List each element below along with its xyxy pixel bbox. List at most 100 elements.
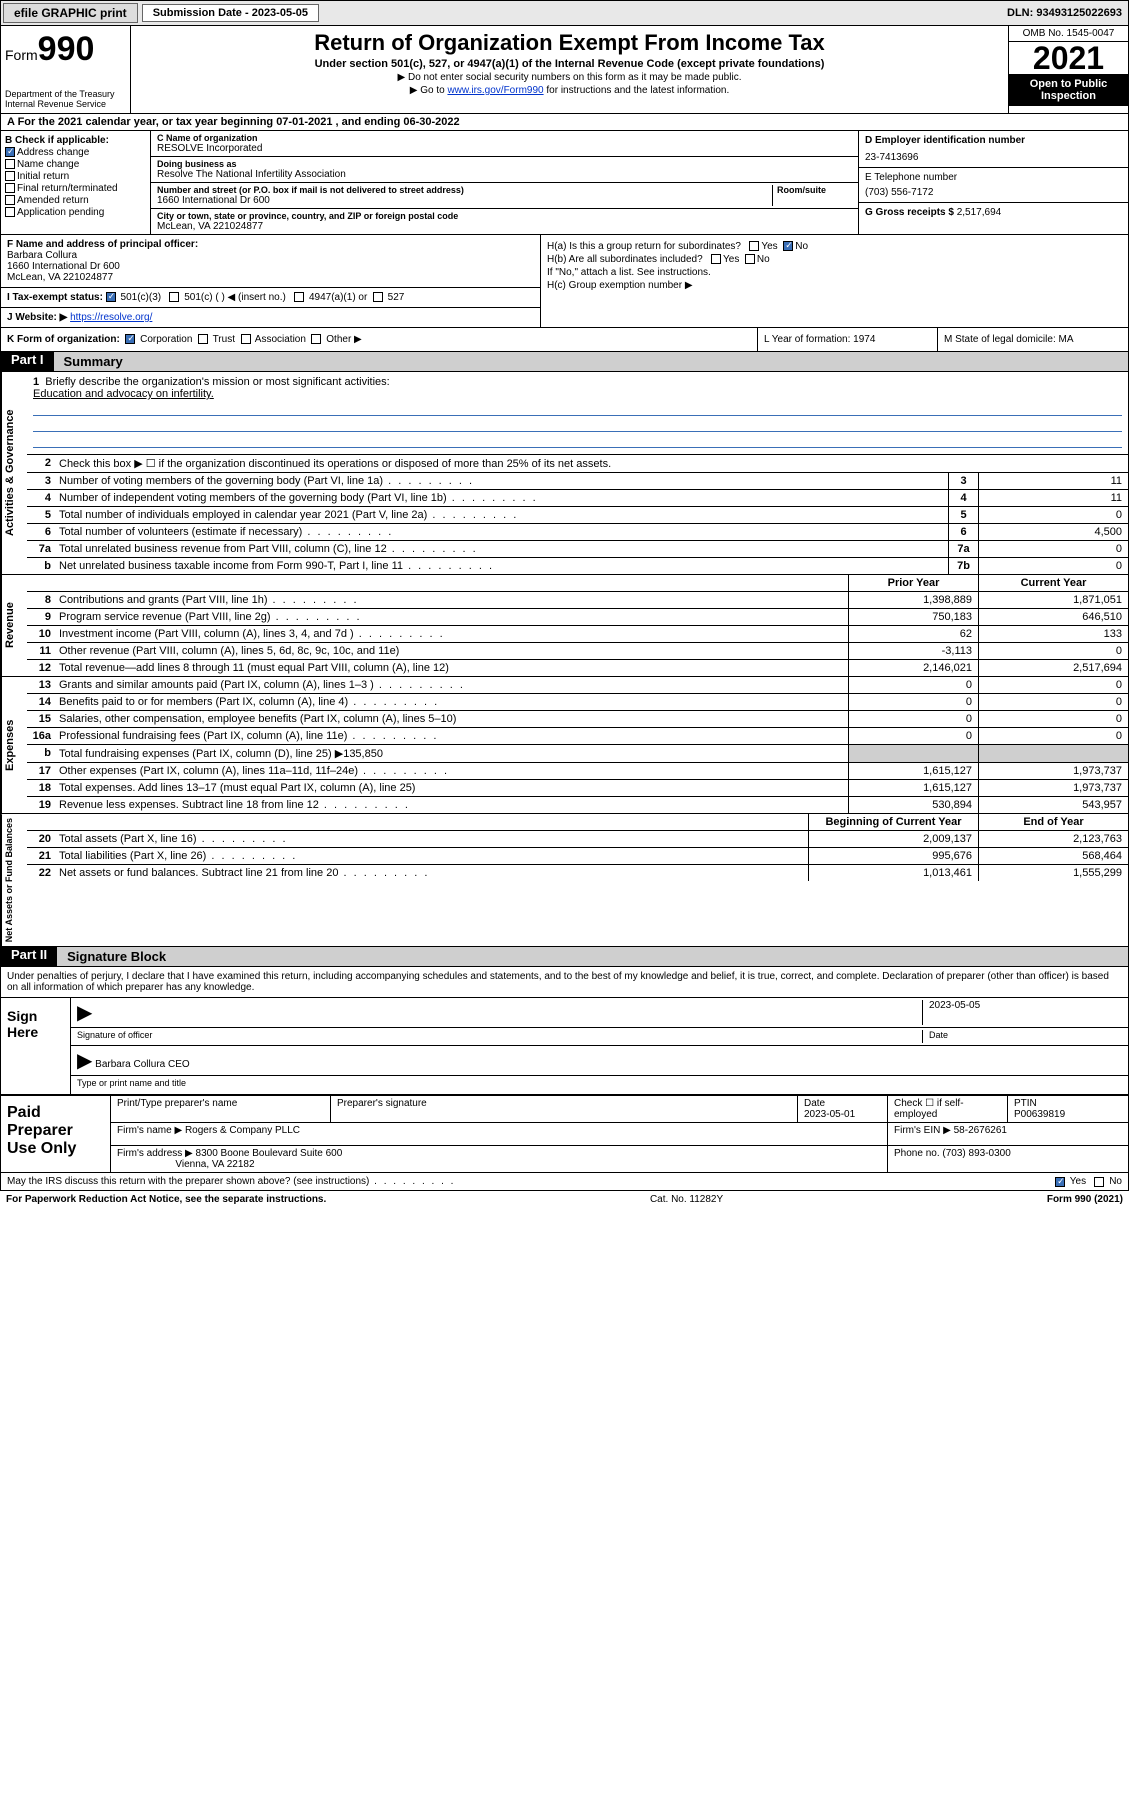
prep-date: 2023-05-01 [804,1109,881,1120]
sig-officer-label: Signature of officer [77,1030,922,1043]
tel-label: E Telephone number [865,172,1122,183]
line7b-val: 0 [978,558,1128,574]
officer-addr1: 1660 International Dr 600 [7,261,534,272]
omb-year-block: OMB No. 1545-0047 2021 Open to Public In… [1008,26,1128,113]
checkbox-icon [5,171,15,181]
line21-text: Total liabilities (Part X, line 26) [55,848,808,864]
side-netassets: Net Assets or Fund Balances [1,814,27,946]
cb-name-change[interactable]: Name change [5,159,146,170]
line16b-text: Total fundraising expenses (Part IX, col… [55,745,848,762]
501c3-label: 501(c)(3) [121,292,162,303]
form-subtitle: Under section 501(c), 527, or 4947(a)(1)… [139,58,1000,70]
checkbox-icon [1094,1177,1104,1187]
firm-addr-label: Firm's address ▶ [117,1148,193,1159]
gray-cell [848,745,978,762]
4947-label: 4947(a)(1) or [309,292,367,303]
line12-prior: 2,146,021 [848,660,978,676]
row-klm: K Form of organization: Corporation Trus… [0,328,1129,352]
form-ref: Form 990 (2021) [1047,1194,1123,1205]
line14-text: Benefits paid to or for members (Part IX… [55,694,848,710]
room-label: Room/suite [777,185,852,195]
line9-text: Program service revenue (Part VIII, line… [55,609,848,625]
ein-value: 23-7413696 [865,152,1122,163]
cb-amended-return[interactable]: Amended return [5,195,146,206]
form-note1: ▶ Do not enter social security numbers o… [139,72,1000,83]
no-label: No [1109,1176,1122,1187]
org-name-label: C Name of organization [157,133,852,143]
line22-end: 1,555,299 [978,865,1128,881]
form-id-block: Form990 Department of the Treasury Inter… [1,26,131,113]
hb-text: H(b) Are all subordinates included? [547,254,703,265]
cb-label: Name change [17,159,79,170]
line13-prior: 0 [848,677,978,693]
line12-curr: 2,517,694 [978,660,1128,676]
side-governance: Activities & Governance [1,372,27,574]
checkbox-icon [294,292,304,302]
line7a-val: 0 [978,541,1128,557]
check-icon [125,334,135,344]
cb-final-return[interactable]: Final return/terminated [5,183,146,194]
form-note2: ▶ Go to www.irs.gov/Form990 for instruct… [139,85,1000,96]
line19-curr: 543,957 [978,797,1128,813]
line20-beg: 2,009,137 [808,831,978,847]
city-label: City or town, state or province, country… [157,211,852,221]
form-number: 990 [38,30,95,68]
line17-text: Other expenses (Part IX, column (A), lin… [55,763,848,779]
cb-address-change[interactable]: Address change [5,147,146,158]
cb-initial-return[interactable]: Initial return [5,171,146,182]
officer-label: F Name and address of principal officer: [7,239,534,250]
side-expenses: Expenses [1,677,27,813]
box-b: B Check if applicable: Address change Na… [1,131,151,234]
checkbox-icon [745,254,755,264]
part2-header: Part II Signature Block [0,947,1129,967]
gray-cell [978,745,1128,762]
prep-sig-label: Preparer's signature [337,1098,791,1109]
prep-name-label: Print/Type preparer's name [117,1098,324,1109]
line6-text: Total number of volunteers (estimate if … [55,524,948,540]
ein-label: D Employer identification number [865,135,1122,146]
checkbox-icon [5,207,15,217]
irs-link[interactable]: www.irs.gov/Form990 [447,85,543,96]
note2-post: for instructions and the latest informat… [544,85,730,96]
dept-treasury: Department of the Treasury Internal Reve… [5,89,126,109]
ha-line: H(a) Is this a group return for subordin… [547,241,1122,252]
check-icon [1055,1177,1065,1187]
paid-preparer-block: Paid Preparer Use Only Print/Type prepar… [0,1096,1129,1173]
city-value: McLean, VA 221024877 [157,221,852,232]
line13-curr: 0 [978,677,1128,693]
blank-line [33,402,1122,416]
perjury-declaration: Under penalties of perjury, I declare th… [1,967,1128,998]
form-org-label: K Form of organization: [7,334,120,345]
q1-text: Briefly describe the organization's miss… [45,376,389,388]
line18-prior: 1,615,127 [848,780,978,796]
checkbox-icon [169,292,179,302]
sign-here-label: Sign Here [1,998,71,1094]
irs-discuss-row: May the IRS discuss this return with the… [0,1173,1129,1191]
blank-line [33,418,1122,432]
cat-no: Cat. No. 11282Y [326,1194,1047,1205]
line7b-text: Net unrelated business taxable income fr… [55,558,948,574]
cb-label: Initial return [17,171,69,182]
website-link[interactable]: https://resolve.org/ [70,312,152,323]
firm-phone: (703) 893-0300 [942,1148,1010,1159]
other-label: Other ▶ [326,334,361,345]
street-value: 1660 International Dr 600 [157,195,772,206]
efile-print-button[interactable]: efile GRAPHIC print [3,3,138,23]
ha-text: H(a) Is this a group return for subordin… [547,241,741,252]
col-current: Current Year [978,575,1128,591]
line12-text: Total revenue—add lines 8 through 11 (mu… [55,660,848,676]
box-d-e-g: D Employer identification number 23-7413… [858,131,1128,234]
no-label: No [757,254,770,265]
line16a-curr: 0 [978,728,1128,744]
cb-label: Application pending [17,207,104,218]
date-label: Date [922,1030,1122,1043]
line5-val: 0 [978,507,1128,523]
check-icon [5,147,15,157]
firm-addr1: 8300 Boone Boulevard Suite 600 [196,1148,343,1159]
checkbox-icon [198,334,208,344]
discuss-text: May the IRS discuss this return with the… [7,1176,455,1187]
line8-curr: 1,871,051 [978,592,1128,608]
line11-text: Other revenue (Part VIII, column (A), li… [55,643,848,659]
cb-app-pending[interactable]: Application pending [5,207,146,218]
line16a-text: Professional fundraising fees (Part IX, … [55,728,848,744]
